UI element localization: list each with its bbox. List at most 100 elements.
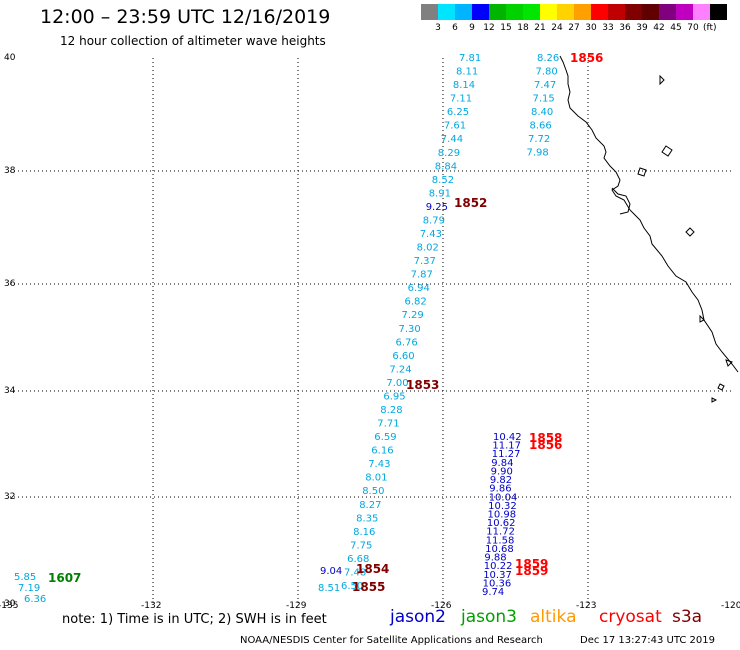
- swh-value: 7.75: [350, 540, 372, 551]
- scale-label: 42: [653, 23, 665, 33]
- scale-swatch: [472, 4, 489, 20]
- scale-label: 45: [670, 23, 682, 33]
- coastline-segment: [659, 74, 665, 86]
- swh-value: 7.72: [528, 134, 550, 145]
- swh-value: 10.37: [483, 570, 512, 581]
- lat-tick-label: 34: [4, 386, 16, 396]
- coastline-segment: [611, 187, 631, 215]
- generated-timestamp: Dec 17 13:27:43 UTC 2019: [580, 635, 715, 646]
- scale-swatch: [523, 4, 540, 20]
- swh-value: 6.68: [347, 554, 369, 565]
- scale-swatch: [591, 4, 608, 20]
- swh-value: 7.19: [18, 583, 40, 594]
- scale-swatch: [608, 4, 625, 20]
- satellite-legend-jason2: jason2: [390, 607, 446, 627]
- swh-value: 6.95: [383, 392, 405, 403]
- page-subtitle: 12 hour collection of altimeter wave hei…: [60, 34, 326, 48]
- swh-value: 7.15: [533, 94, 555, 105]
- swh-value: 11.27: [492, 449, 521, 460]
- scale-swatch: [659, 4, 676, 20]
- scale-label: 18: [517, 23, 529, 33]
- pass-time-label: 1854: [356, 562, 389, 576]
- lon-tick-label: -126: [431, 601, 452, 611]
- swh-value: 7.98: [527, 148, 549, 159]
- swh-value: 8.84: [435, 161, 457, 172]
- swh-value: 7.00: [386, 378, 408, 389]
- pass-time-label: 1856: [570, 51, 603, 65]
- swh-value: 9.90: [491, 466, 513, 477]
- swh-value: 7.37: [414, 256, 436, 267]
- swh-value: 7.81: [459, 53, 481, 64]
- swh-value: 10.04: [489, 492, 518, 503]
- swh-value: 6.25: [447, 107, 469, 118]
- scale-label: 21: [534, 23, 546, 33]
- swh-value: 9.74: [482, 587, 504, 598]
- swh-value: 6.36: [24, 594, 46, 605]
- pass-time-label: 1859: [515, 557, 548, 571]
- lat-lon-grid: [10, 58, 733, 604]
- lon-tick-label: -135: [0, 601, 19, 611]
- swh-value: 6.76: [396, 337, 418, 348]
- coastline-segment: [717, 383, 725, 391]
- satellite-legend-cryosat: cryosat: [599, 607, 662, 627]
- coastline-segment: [559, 55, 739, 373]
- swh-value: 10.42: [493, 432, 522, 443]
- credit-text: NOAA/NESDIS Center for Satellite Applica…: [240, 635, 543, 646]
- swh-value: 8.16: [353, 527, 375, 538]
- swh-value: 7.80: [536, 67, 558, 78]
- scale-label: 70: [687, 23, 699, 33]
- swh-value: 6.50: [341, 581, 363, 592]
- pass-time-label: 1858: [529, 431, 562, 445]
- swh-value: 7.71: [377, 419, 399, 430]
- swh-value: 6.16: [371, 446, 393, 457]
- swh-value: 10.98: [488, 510, 517, 521]
- swh-value: 8.29: [438, 148, 460, 159]
- swh-value: 8.79: [423, 216, 445, 227]
- scale-label: 9: [469, 23, 475, 33]
- satellite-legend-s3a: s3a: [672, 607, 703, 627]
- scale-label: 15: [500, 23, 512, 33]
- swh-value: 8.11: [456, 67, 478, 78]
- swh-value: 7.44: [441, 134, 463, 145]
- swh-value: 7.47: [534, 80, 556, 91]
- swh-value: 7.30: [399, 324, 421, 335]
- coastline-segment: [661, 145, 673, 157]
- scale-label: 27: [568, 23, 580, 33]
- satellite-legend-jason3: jason3: [461, 607, 517, 627]
- scale-label: 36: [619, 23, 631, 33]
- swh-value: 8.28: [380, 405, 402, 416]
- lat-tick-label: 30: [4, 599, 16, 609]
- swh-value: 7.87: [411, 270, 433, 281]
- page-title: 12:00 – 23:59 UTC 12/16/2019: [40, 6, 331, 28]
- scale-label: 3: [435, 23, 441, 33]
- scale-swatch: [625, 4, 642, 20]
- lon-tick-label: -123: [576, 601, 597, 611]
- coastline-segment: [711, 397, 718, 403]
- lat-tick-label: 40: [4, 53, 16, 63]
- scale-swatch: [557, 4, 574, 20]
- swh-value: 8.50: [362, 486, 384, 497]
- swh-value: 8.52: [432, 175, 454, 186]
- swh-value: 7.61: [444, 121, 466, 132]
- swh-value: 7.24: [389, 364, 411, 375]
- swh-value: 9.86: [489, 484, 511, 495]
- scale-label: 33: [602, 23, 614, 33]
- swh-value: 8.51: [318, 583, 340, 594]
- scale-swatch: [676, 4, 693, 20]
- swh-value: 8.40: [531, 107, 553, 118]
- scale-label: 30: [585, 23, 597, 33]
- swh-value: 8.14: [453, 80, 475, 91]
- coastline-segment: [637, 167, 647, 177]
- scale-swatch: [455, 4, 472, 20]
- coastline-segment: [699, 314, 705, 323]
- swh-value: 8.02: [417, 243, 439, 254]
- scale-unit: (ft): [703, 23, 717, 33]
- swh-value: 9.04: [320, 566, 342, 577]
- scale-swatch: [642, 4, 659, 20]
- pass-time-label: 1859: [515, 564, 548, 578]
- lat-tick-label: 32: [4, 492, 16, 502]
- scale-label: 24: [551, 23, 563, 33]
- note-text: note: 1) Time is in UTC; 2) SWH is in fe…: [62, 612, 327, 627]
- swh-value: 6.94: [408, 283, 430, 294]
